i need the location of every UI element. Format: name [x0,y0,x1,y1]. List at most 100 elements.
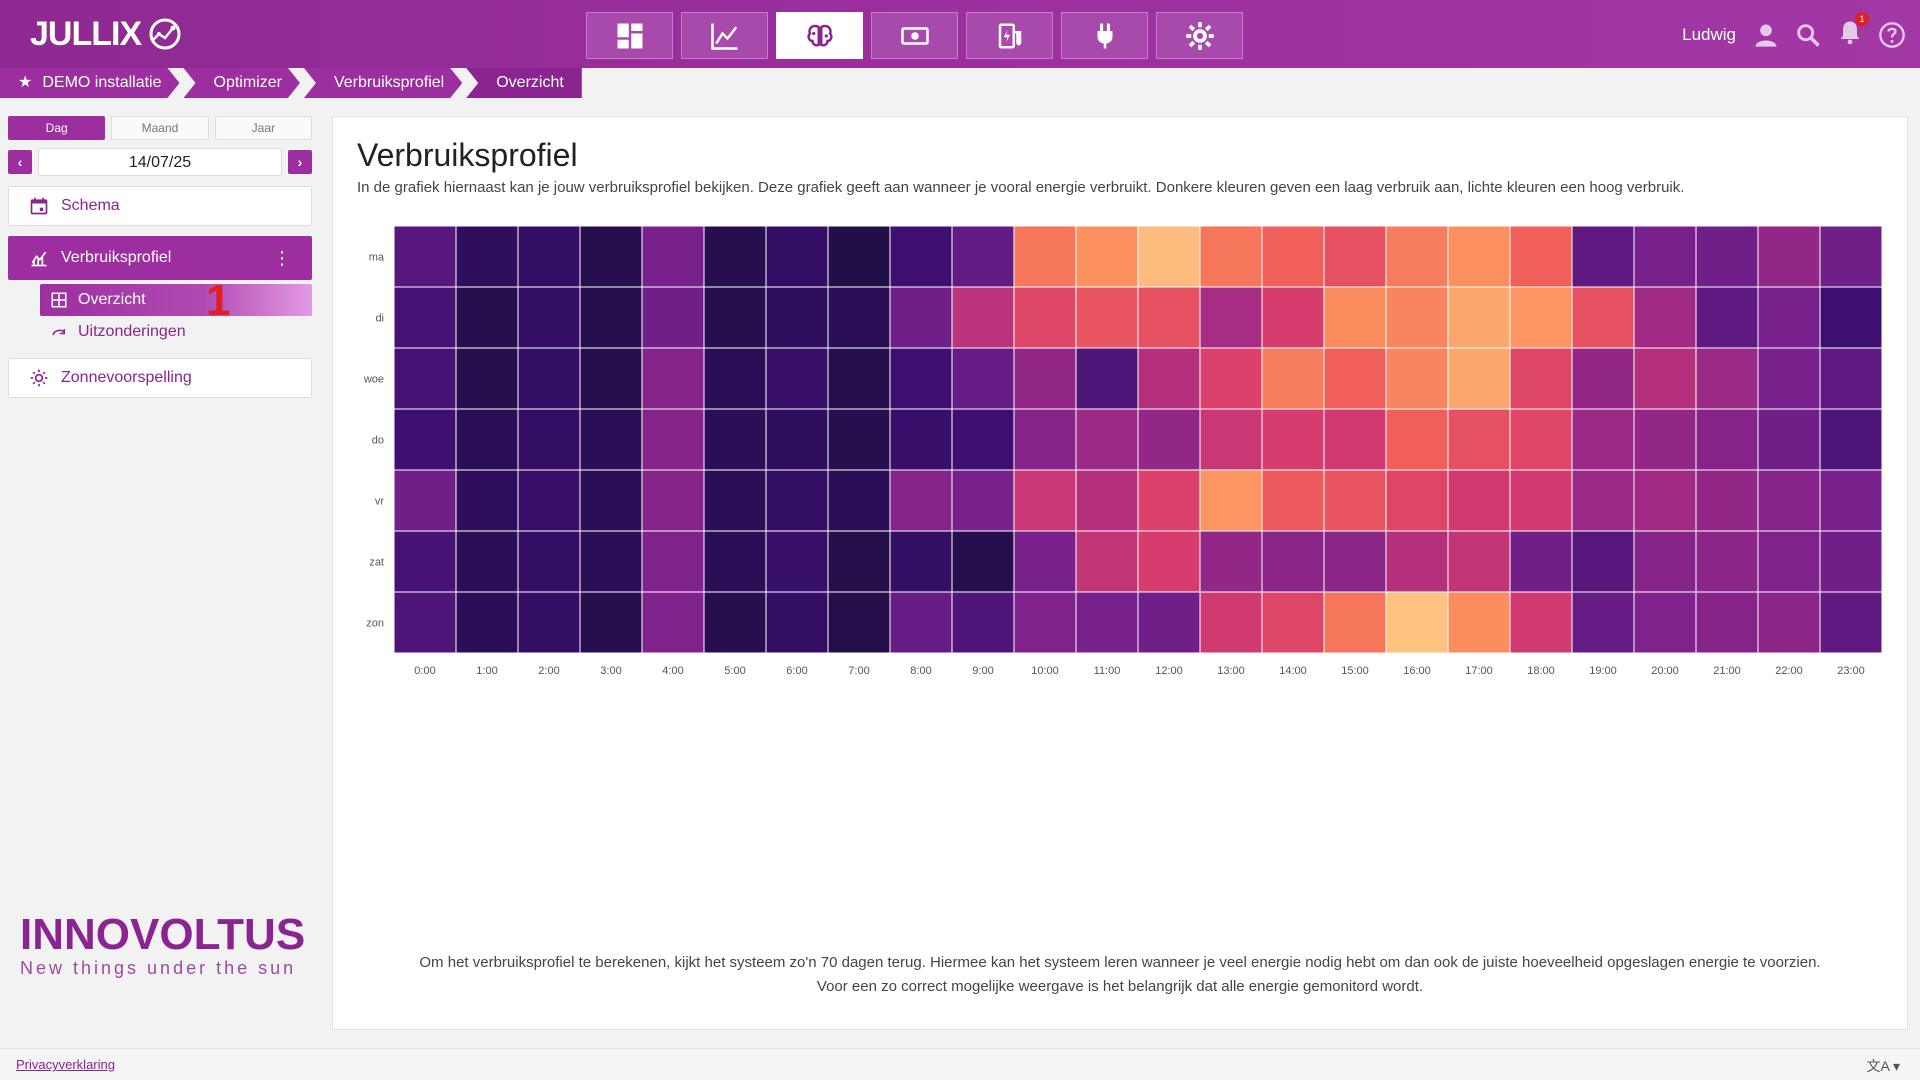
heatmap-cell[interactable] [889,530,953,593]
heatmap-cell[interactable] [1261,591,1325,654]
heatmap-cell[interactable] [579,469,643,532]
heatmap-cell[interactable] [393,469,457,532]
heatmap-cell[interactable] [1137,530,1201,593]
heatmap-cell[interactable] [1633,286,1697,349]
heatmap-cell[interactable] [889,286,953,349]
heatmap-cell[interactable] [827,225,891,288]
heatmap-cell[interactable] [889,469,953,532]
heatmap-cell[interactable] [951,530,1015,593]
heatmap-cell[interactable] [1819,408,1883,471]
heatmap-cell[interactable] [1447,286,1511,349]
more-options-icon[interactable]: ⋮ [273,247,291,268]
heatmap-cell[interactable] [1075,286,1139,349]
heatmap-cell[interactable] [1633,530,1697,593]
heatmap-cell[interactable] [1385,408,1449,471]
heatmap-cell[interactable] [951,286,1015,349]
heatmap-cell[interactable] [1075,591,1139,654]
heatmap-cell[interactable] [1633,347,1697,410]
heatmap-cell[interactable] [1509,225,1573,288]
heatmap-cell[interactable] [393,286,457,349]
heatmap-cell[interactable] [1633,408,1697,471]
nav-money-button[interactable] [871,12,958,59]
heatmap-cell[interactable] [1323,591,1387,654]
heatmap-cell[interactable] [703,347,767,410]
heatmap-cell[interactable] [1013,591,1077,654]
heatmap-cell[interactable] [1757,591,1821,654]
heatmap-cell[interactable] [889,225,953,288]
heatmap-cell[interactable] [1323,469,1387,532]
breadcrumb-optimizer[interactable]: Optimizer [184,68,300,98]
heatmap-cell[interactable] [1261,530,1325,593]
heatmap-cell[interactable] [827,469,891,532]
heatmap-cell[interactable] [455,530,519,593]
heatmap-cell[interactable] [1323,347,1387,410]
tab-jaar[interactable]: Jaar [214,116,312,140]
heatmap-cell[interactable] [517,408,581,471]
heatmap-cell[interactable] [1509,469,1573,532]
heatmap-cell[interactable] [517,591,581,654]
heatmap-cell[interactable] [1199,347,1263,410]
heatmap-cell[interactable] [951,347,1015,410]
heatmap-cell[interactable] [1695,530,1759,593]
heatmap-cell[interactable] [1075,469,1139,532]
heatmap-cell[interactable] [1757,347,1821,410]
heatmap-cell[interactable] [765,225,829,288]
heatmap-cell[interactable] [1509,591,1573,654]
heatmap-cell[interactable] [1819,225,1883,288]
heatmap-cell[interactable] [455,347,519,410]
sidebar-item-verbruiksprofiel[interactable]: Verbruiksprofiel ⋮ [8,236,312,280]
heatmap-cell[interactable] [455,469,519,532]
heatmap-cell[interactable] [455,286,519,349]
heatmap-cell[interactable] [1323,408,1387,471]
heatmap-cell[interactable] [1509,347,1573,410]
heatmap-cell[interactable] [641,408,705,471]
heatmap-cell[interactable] [1571,286,1635,349]
breadcrumb-verbruiksprofiel[interactable]: Verbruiksprofiel [304,68,462,98]
heatmap-cell[interactable] [517,469,581,532]
heatmap-cell[interactable] [765,408,829,471]
heatmap-cell[interactable] [517,347,581,410]
heatmap-cell[interactable] [1261,347,1325,410]
heatmap-cell[interactable] [579,286,643,349]
breadcrumb-installation[interactable]: ★ DEMO installatie [0,68,180,98]
heatmap-cell[interactable] [889,591,953,654]
heatmap-cell[interactable] [703,286,767,349]
heatmap-cell[interactable] [579,530,643,593]
star-icon[interactable]: ★ [18,74,33,91]
nav-dashboard-button[interactable] [586,12,673,59]
heatmap-cell[interactable] [765,591,829,654]
nav-settings-button[interactable] [1156,12,1243,59]
heatmap-cell[interactable] [703,591,767,654]
sidebar-subitem-overzicht[interactable]: Overzicht 1 [40,276,312,325]
heatmap-cell[interactable] [703,408,767,471]
heatmap-cell[interactable] [889,408,953,471]
heatmap-cell[interactable] [1199,286,1263,349]
heatmap-cell[interactable] [1323,286,1387,349]
heatmap-cell[interactable] [1757,225,1821,288]
heatmap-cell[interactable] [1137,591,1201,654]
heatmap-cell[interactable] [827,591,891,654]
heatmap-cell[interactable] [641,225,705,288]
heatmap-cell[interactable] [393,225,457,288]
sidebar-item-schema[interactable]: Schema [8,186,312,226]
heatmap-cell[interactable] [1447,591,1511,654]
heatmap-cell[interactable] [1757,408,1821,471]
heatmap-cell[interactable] [1323,225,1387,288]
next-date-button[interactable]: › [288,150,312,174]
heatmap-cell[interactable] [1571,530,1635,593]
heatmap-cell[interactable] [1137,469,1201,532]
heatmap-cell[interactable] [579,347,643,410]
heatmap-cell[interactable] [517,286,581,349]
heatmap-cell[interactable] [1633,591,1697,654]
nav-plug-button[interactable] [1061,12,1148,59]
heatmap-cell[interactable] [517,530,581,593]
language-selector[interactable]: 文A ▾ [1867,1056,1901,1076]
heatmap-cell[interactable] [1323,530,1387,593]
heatmap-cell[interactable] [765,286,829,349]
help-icon[interactable] [1878,21,1906,49]
heatmap-cell[interactable] [1075,347,1139,410]
heatmap-cell[interactable] [641,286,705,349]
heatmap-cell[interactable] [951,591,1015,654]
heatmap-cell[interactable] [579,225,643,288]
heatmap-cell[interactable] [1013,530,1077,593]
